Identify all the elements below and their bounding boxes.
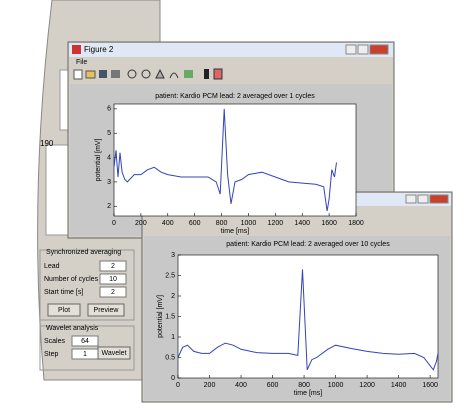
button-label: Wavelet — [101, 350, 126, 357]
x-tick-label: 800 — [216, 220, 228, 227]
y-tick-label: 0 — [171, 375, 175, 382]
x-tick-label: 600 — [189, 220, 201, 227]
data-line — [113, 108, 337, 212]
input-value: 10 — [109, 276, 117, 283]
wavelet-panel — [39, 325, 135, 371]
toolbar — [73, 68, 223, 80]
input-value: 64 — [81, 338, 89, 345]
sync-panel-title: Synchronized averaging — [46, 249, 121, 256]
x-tick-label: 200 — [204, 382, 216, 389]
tool-icon[interactable] — [99, 70, 107, 78]
button-label: Preview — [94, 307, 120, 314]
x-tick-label: 0 — [176, 382, 180, 389]
field-label: Lead — [44, 263, 60, 270]
tool-icon[interactable] — [155, 68, 165, 79]
app-icon — [72, 45, 81, 54]
plot-area — [113, 103, 357, 217]
plot-area — [177, 254, 439, 379]
text-input[interactable] — [99, 273, 127, 285]
y-tick-label: 2.5 — [165, 272, 175, 279]
text-input[interactable] — [99, 286, 127, 298]
window-title: Figure 2 — [84, 45, 114, 54]
x-tick-label: 200 — [135, 220, 147, 227]
y-axis-label: potential [mV] — [95, 139, 102, 182]
tool-icon[interactable] — [111, 70, 120, 78]
x-tick-label: 400 — [162, 220, 174, 227]
text-input[interactable] — [99, 260, 127, 272]
title-bar — [69, 43, 393, 57]
y-tick-label: 2 — [107, 203, 111, 210]
field-label: Number of cycles — [44, 276, 99, 283]
button-label: Plot — [58, 307, 70, 314]
menu-item[interactable]: File — [76, 59, 87, 66]
sync-panel — [39, 249, 135, 321]
tool-icon[interactable] — [204, 69, 209, 79]
x-tick-label: 400 — [235, 382, 247, 389]
y-tick-label: 0.5 — [165, 354, 175, 361]
close-button[interactable] — [369, 44, 389, 55]
input-value: 1 — [83, 351, 87, 358]
tool-icon[interactable] — [73, 69, 83, 80]
close-button[interactable] — [429, 194, 449, 204]
x-axis-label: time [ms] — [294, 390, 322, 397]
field-label: Start time [s] — [44, 289, 83, 296]
x-tick-label: 1400 — [391, 382, 407, 389]
field-label: Scales — [44, 338, 66, 345]
tool-icon[interactable] — [184, 70, 193, 78]
tool-icon[interactable] — [213, 68, 223, 80]
chart: patient: Kardio PCM lead: 2 averaged ove… — [157, 241, 439, 397]
x-tick-label: 1200 — [268, 220, 284, 227]
x-axis-label: time [ms] — [221, 228, 249, 235]
x-tick-label: 1000 — [328, 382, 344, 389]
button[interactable] — [87, 303, 125, 317]
x-tick-label: 1200 — [359, 382, 375, 389]
maximize-button[interactable] — [417, 194, 429, 204]
y-tick-label: 3 — [107, 179, 111, 186]
x-tick-label: 800 — [298, 382, 310, 389]
field-label: Step — [44, 351, 59, 358]
button[interactable] — [97, 346, 131, 360]
minimize-button[interactable] — [405, 194, 417, 204]
data-line — [177, 269, 439, 371]
x-tick-label: 1000 — [241, 220, 257, 227]
x-tick-label: 1600 — [422, 382, 438, 389]
chart-title: patient: Kardio PCM lead: 2 averaged ove… — [155, 93, 315, 100]
button[interactable] — [47, 303, 81, 317]
y-tick-label: 1 — [171, 334, 175, 341]
x-tick-label: 1800 — [348, 220, 364, 227]
text-input[interactable] — [71, 335, 99, 347]
input-value: 2 — [111, 289, 115, 296]
chart: patient: Kardio PCM lead: 2 averaged ove… — [95, 93, 364, 235]
y-tick-label: 6 — [107, 106, 111, 113]
x-tick-label: 600 — [267, 382, 279, 389]
input-value: 2 — [111, 263, 115, 270]
wavelet-panel-title: Wavelet analysis — [46, 325, 99, 332]
tool-icon[interactable] — [169, 72, 179, 79]
x-tick-label: 1600 — [321, 220, 337, 227]
tool-icon[interactable] — [127, 69, 137, 79]
main-tick-label: 190 — [40, 139, 54, 148]
y-tick-label: 4 — [107, 154, 111, 161]
chart-title: patient: Kardio PCM lead: 2 averaged ove… — [226, 241, 390, 248]
x-tick-label: 1400 — [294, 220, 310, 227]
y-tick-label: 5 — [107, 130, 111, 137]
y-tick-label: 2 — [171, 293, 175, 300]
y-tick-label: 1.5 — [165, 313, 175, 320]
tool-icon[interactable] — [85, 70, 96, 79]
tool-icon[interactable] — [141, 69, 151, 79]
y-tick-label: 3 — [171, 252, 175, 259]
y-axis-label: potential [mV] — [157, 295, 164, 338]
minimize-button[interactable] — [345, 44, 357, 55]
x-tick-label: 0 — [112, 220, 116, 227]
maximize-button[interactable] — [357, 44, 369, 55]
